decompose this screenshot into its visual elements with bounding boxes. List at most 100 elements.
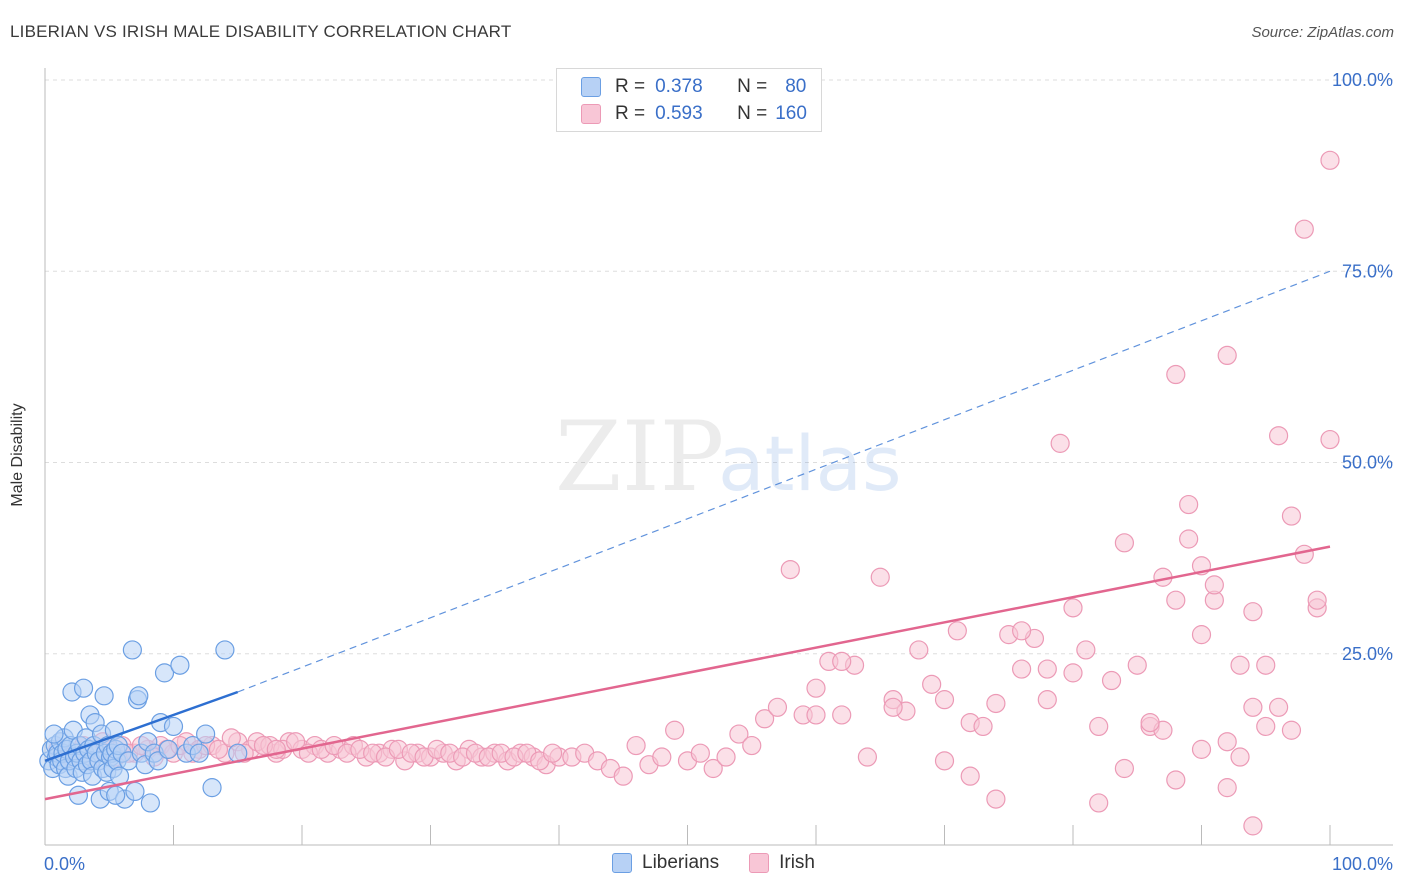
irish-point bbox=[1179, 494, 1199, 515]
irish-point bbox=[1127, 655, 1147, 675]
irish-point bbox=[1089, 716, 1109, 737]
irish-point bbox=[1204, 575, 1224, 595]
liberian-point bbox=[170, 655, 190, 675]
irish-point bbox=[1281, 720, 1302, 740]
liberian-point bbox=[196, 724, 216, 744]
irish-point bbox=[1256, 716, 1276, 737]
x-tick-labels: 0.0% 100.0% bbox=[44, 854, 1393, 874]
irish-point bbox=[754, 709, 775, 729]
irish-point bbox=[1320, 429, 1340, 450]
liberian-point bbox=[158, 739, 178, 759]
irish-point bbox=[1268, 426, 1289, 446]
watermark-zip: ZIP bbox=[555, 401, 724, 513]
irish-point bbox=[1294, 219, 1314, 239]
liberian-trend-line bbox=[44, 690, 239, 763]
irish-point bbox=[832, 651, 852, 672]
series-legend: Liberians Irish bbox=[612, 852, 845, 874]
irish-point bbox=[1191, 739, 1212, 759]
liberian-point bbox=[154, 663, 175, 683]
liberians-swatch bbox=[612, 853, 632, 873]
legend-label-liberians: Liberians bbox=[642, 852, 720, 873]
y-tick-labels: 25.0% 50.0% 75.0% 100.0% bbox=[1332, 70, 1393, 664]
irish-swatch bbox=[581, 104, 601, 124]
irish-point bbox=[1243, 697, 1263, 717]
irish-point bbox=[806, 678, 826, 698]
liberian-point bbox=[44, 724, 64, 744]
liberian-points bbox=[39, 640, 248, 813]
y-axis-label: Male Disability bbox=[9, 403, 26, 507]
liberians-swatch bbox=[581, 77, 601, 97]
x-tick-label: 0.0% bbox=[44, 854, 85, 874]
irish-point bbox=[652, 747, 672, 767]
y-tick-label: 25.0% bbox=[1342, 644, 1393, 664]
irish-point bbox=[909, 640, 929, 660]
irish-point bbox=[208, 739, 229, 759]
liberian-point bbox=[94, 686, 114, 706]
liberian-point bbox=[189, 743, 209, 763]
legend-row-liberians: R = 0.378 N = 80 bbox=[581, 76, 806, 98]
irish-point bbox=[1166, 364, 1186, 385]
n-value: 80 bbox=[785, 76, 807, 97]
irish-point bbox=[922, 674, 942, 694]
grid-lines bbox=[45, 79, 1393, 655]
irish-point bbox=[1037, 690, 1057, 710]
irish-point bbox=[703, 758, 723, 779]
liberian-trend-extension bbox=[237, 270, 1331, 693]
irish-point bbox=[1114, 758, 1135, 779]
y-tick-label: 75.0% bbox=[1342, 261, 1393, 281]
irish-point bbox=[870, 567, 890, 587]
irish-point bbox=[542, 743, 563, 763]
irish-point bbox=[934, 690, 955, 710]
irish-point bbox=[1063, 598, 1083, 618]
liberian-point bbox=[163, 716, 184, 737]
irish-point bbox=[1050, 433, 1070, 453]
irish-point bbox=[960, 766, 980, 786]
n-value: 160 bbox=[775, 103, 807, 124]
irish-point bbox=[1063, 663, 1083, 683]
irish-point bbox=[690, 743, 710, 763]
irish-point bbox=[1101, 670, 1122, 691]
legend-item-irish[interactable]: Irish bbox=[749, 852, 815, 874]
irish-point bbox=[1281, 506, 1302, 526]
irish-point bbox=[1243, 816, 1263, 836]
irish-point bbox=[1076, 640, 1096, 660]
irish-point bbox=[1114, 533, 1135, 553]
irish-point bbox=[613, 766, 633, 786]
irish-point bbox=[1217, 732, 1237, 752]
irish-point bbox=[1166, 590, 1186, 610]
irish-point bbox=[1217, 778, 1237, 798]
irish-point bbox=[1230, 747, 1250, 767]
irish-point bbox=[665, 720, 685, 740]
irish-point bbox=[1037, 659, 1057, 679]
irish-point bbox=[832, 705, 852, 725]
irish-point bbox=[780, 559, 800, 580]
irish-point bbox=[973, 716, 993, 737]
source-label: Source: ZipAtlas.com bbox=[1251, 24, 1394, 41]
irish-point bbox=[934, 751, 955, 771]
legend-item-liberians[interactable]: Liberians bbox=[612, 852, 719, 874]
irish-point bbox=[883, 697, 903, 717]
correlation-legend: R = 0.378 N = 80 R = 0.593 N = 160 bbox=[556, 68, 822, 132]
liberian-point bbox=[215, 640, 235, 660]
watermark-atlas: atlas bbox=[718, 419, 902, 508]
watermark: ZIP atlas bbox=[555, 401, 902, 513]
irish-trend-line bbox=[44, 545, 1331, 801]
irish-point bbox=[1307, 590, 1327, 610]
r-label: R = bbox=[615, 76, 646, 97]
irish-point bbox=[1179, 529, 1199, 549]
irish-point bbox=[729, 724, 749, 744]
irish-point bbox=[1256, 655, 1276, 675]
irish-point bbox=[1320, 150, 1340, 170]
irish-point bbox=[716, 747, 736, 767]
legend-row-irish: R = 0.593 N = 160 bbox=[581, 103, 807, 125]
liberian-point bbox=[68, 785, 89, 805]
irish-point bbox=[1140, 712, 1160, 733]
n-label: N = bbox=[737, 76, 768, 97]
irish-point bbox=[986, 789, 1006, 809]
irish-point bbox=[742, 735, 762, 756]
chart-title: LIBERIAN VS IRISH MALE DISABILITY CORREL… bbox=[10, 22, 512, 41]
irish-point bbox=[1268, 697, 1289, 717]
legend-label-irish: Irish bbox=[779, 852, 816, 873]
irish-point bbox=[947, 621, 967, 641]
